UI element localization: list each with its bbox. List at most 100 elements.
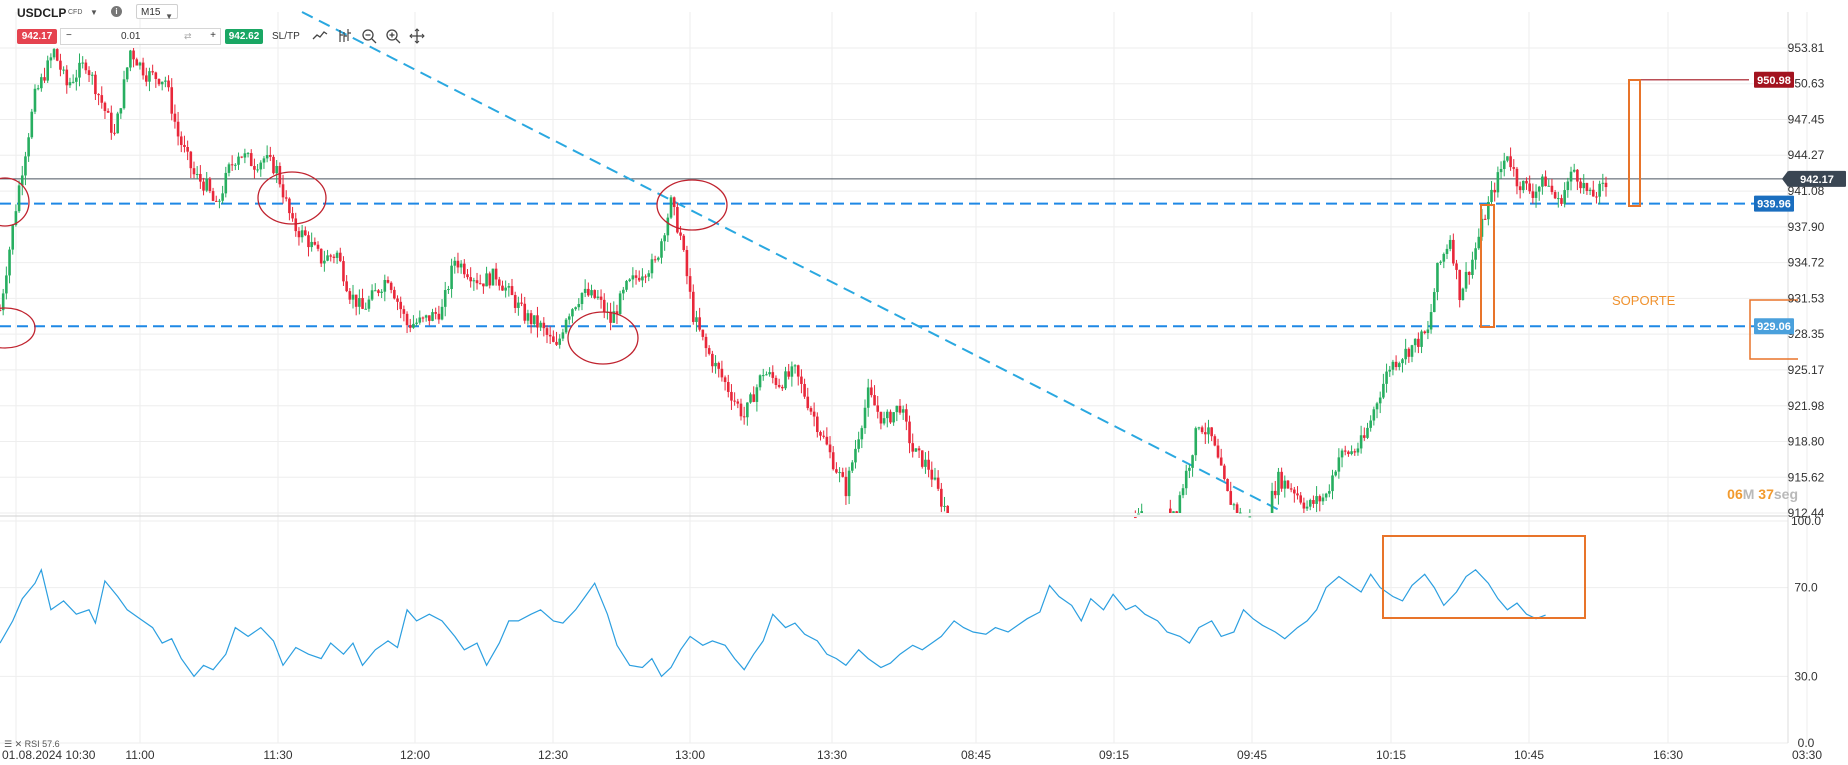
candle-body [714, 362, 717, 367]
candle-body [1560, 198, 1563, 204]
candle-body [599, 296, 603, 300]
candle-body [81, 62, 84, 64]
candle-body [866, 387, 870, 408]
candle-body [329, 255, 333, 257]
candle-body [1483, 218, 1487, 220]
timeframe-select[interactable]: M15 ▼ [136, 4, 178, 21]
quantity-stepper[interactable]: − 0.01 ⇄ + [60, 28, 221, 45]
candle-body [46, 60, 50, 81]
candle-body [1591, 189, 1595, 197]
y-tick-label: 950.63 [1788, 77, 1825, 91]
candle-body [803, 383, 806, 397]
candle-body [723, 377, 727, 383]
candle-body [234, 164, 237, 166]
candle-body [583, 288, 587, 293]
candle-body [87, 70, 91, 76]
decrease-button[interactable]: − [66, 30, 72, 41]
sell-button[interactable]: 942.17 [17, 29, 57, 44]
candle-body [844, 476, 848, 497]
candle-body [596, 296, 600, 298]
annotation-circle [0, 307, 36, 349]
candle-body [49, 57, 53, 61]
candle-body [307, 235, 310, 248]
rsi-label-text: RSI 57.6 [24, 739, 60, 749]
candle-body [863, 407, 867, 429]
x-tick-label: 08:45 [961, 748, 991, 762]
candle-body [1455, 263, 1458, 270]
symbol-dropdown-icon[interactable]: ▼ [90, 8, 98, 17]
info-icon[interactable]: i [111, 6, 122, 17]
sltp-button[interactable]: SL/TP [272, 31, 300, 42]
rsi-line [0, 567, 1546, 678]
candle-body [746, 402, 749, 418]
candle-body [459, 263, 463, 268]
zoom-in-icon[interactable] [384, 27, 402, 45]
candle-body [685, 249, 689, 277]
swap-icon[interactable]: ⇄ [184, 31, 192, 41]
candle-body [84, 62, 88, 71]
candle-body [1582, 182, 1586, 189]
candle-body [189, 151, 193, 169]
candle-body [176, 121, 180, 137]
candle-body [567, 316, 571, 320]
line-chart-icon[interactable] [311, 27, 329, 45]
increase-button[interactable]: + [210, 30, 216, 41]
annotation-box [1382, 535, 1586, 619]
candle-body [1601, 182, 1605, 184]
timeframe-value: M15 [141, 7, 161, 18]
indicators-icon[interactable] [336, 27, 354, 45]
candle-body [313, 241, 317, 245]
y-tick-label: 934.72 [1788, 256, 1825, 270]
candle-body [195, 173, 199, 175]
crosshair-icon[interactable] [408, 27, 426, 45]
candle-body [548, 334, 552, 337]
candle-body [1493, 189, 1496, 193]
rsi-panel [0, 567, 1546, 678]
candle-body [40, 77, 43, 89]
rsi-legend[interactable]: ☰ ✕ RSI 57.6 [4, 739, 60, 750]
price-tag-arrow [1782, 170, 1788, 187]
candle-body [249, 153, 253, 166]
candle-body [679, 232, 682, 236]
buy-button[interactable]: 942.62 [225, 29, 263, 44]
candle-body [71, 81, 75, 83]
symbol-label[interactable]: USDCLP [17, 6, 67, 20]
candle-body [536, 315, 539, 328]
candle-body [186, 146, 189, 152]
candle-body [1328, 491, 1331, 494]
candle-body [1280, 471, 1283, 489]
candle-body [100, 95, 104, 103]
candle-body [1429, 312, 1433, 330]
candle-body [545, 328, 549, 335]
candle-body [59, 60, 62, 70]
candle-body [650, 259, 654, 274]
y-tick-label: 921.98 [1788, 399, 1825, 413]
y-tick-label: 953.81 [1788, 41, 1825, 55]
candle-body [733, 400, 736, 402]
candle-body [144, 75, 148, 82]
candle-body [138, 62, 142, 66]
rsi-settings-icon[interactable]: ☰ ✕ [4, 739, 23, 749]
candle-body [27, 137, 30, 157]
candle-body [523, 303, 527, 321]
candle-body [221, 193, 224, 201]
candle-body [637, 277, 641, 281]
price-tags: 942.17 950.98 939.96 929.06 [1754, 71, 1846, 335]
x-tick-label: 01.08.2024 10:30 [2, 748, 96, 762]
candle-body [170, 87, 174, 114]
candle-body [456, 260, 460, 268]
zoom-out-icon[interactable] [360, 27, 378, 45]
horizontal-levels [0, 11, 1788, 513]
candle-body [393, 289, 396, 299]
candle-body [192, 168, 196, 175]
candle-body [1547, 185, 1551, 187]
candle-body [52, 49, 56, 58]
x-tick-label: 10:15 [1376, 748, 1406, 762]
candle-body [491, 268, 495, 286]
candle-body [660, 241, 663, 258]
candle-body [819, 432, 822, 436]
candle-body [1366, 427, 1369, 438]
quantity-value[interactable]: 0.01 [121, 31, 141, 42]
x-tick-label: 13:30 [817, 748, 847, 762]
